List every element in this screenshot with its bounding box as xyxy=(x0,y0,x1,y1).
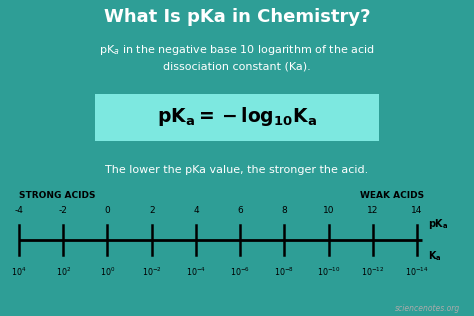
FancyBboxPatch shape xyxy=(95,94,379,141)
Text: $10^{-12}$: $10^{-12}$ xyxy=(361,265,384,278)
Text: 2: 2 xyxy=(149,206,155,215)
Text: $10^{-14}$: $10^{-14}$ xyxy=(405,265,429,278)
Text: $10^{2}$: $10^{2}$ xyxy=(55,265,71,278)
Text: $10^{-10}$: $10^{-10}$ xyxy=(317,265,340,278)
Text: $10^{-6}$: $10^{-6}$ xyxy=(230,265,250,278)
Text: 10: 10 xyxy=(323,206,334,215)
Text: 8: 8 xyxy=(282,206,287,215)
Text: $\bf{K_a}$: $\bf{K_a}$ xyxy=(428,250,441,264)
Text: $10^{4}$: $10^{4}$ xyxy=(11,265,27,278)
Text: 0: 0 xyxy=(105,206,110,215)
Text: The lower the pKa value, the stronger the acid.: The lower the pKa value, the stronger th… xyxy=(105,166,369,175)
Text: STRONG ACIDS: STRONG ACIDS xyxy=(19,191,95,200)
Text: What Is pKa in Chemistry?: What Is pKa in Chemistry? xyxy=(104,8,370,26)
Text: $\bf{pK_a= -log_{10}K_a}$: $\bf{pK_a= -log_{10}K_a}$ xyxy=(157,105,317,128)
Text: $\bf{pK_a}$: $\bf{pK_a}$ xyxy=(428,217,448,231)
Text: $10^{-2}$: $10^{-2}$ xyxy=(142,265,162,278)
Text: 4: 4 xyxy=(193,206,199,215)
Text: -2: -2 xyxy=(59,206,68,215)
Text: $10^{0}$: $10^{0}$ xyxy=(100,265,115,278)
Text: sciencenotes.org: sciencenotes.org xyxy=(394,304,460,313)
Text: 6: 6 xyxy=(237,206,243,215)
Text: -4: -4 xyxy=(15,206,23,215)
Text: $10^{-4}$: $10^{-4}$ xyxy=(186,265,206,278)
Text: WEAK ACIDS: WEAK ACIDS xyxy=(360,191,424,200)
Bar xyxy=(0,293,474,316)
Text: pK$_a$ in the negative base 10 logarithm of the acid
dissociation constant (Ka).: pK$_a$ in the negative base 10 logarithm… xyxy=(99,43,375,72)
Text: $10^{-8}$: $10^{-8}$ xyxy=(274,265,294,278)
Text: 14: 14 xyxy=(411,206,423,215)
Text: 12: 12 xyxy=(367,206,379,215)
